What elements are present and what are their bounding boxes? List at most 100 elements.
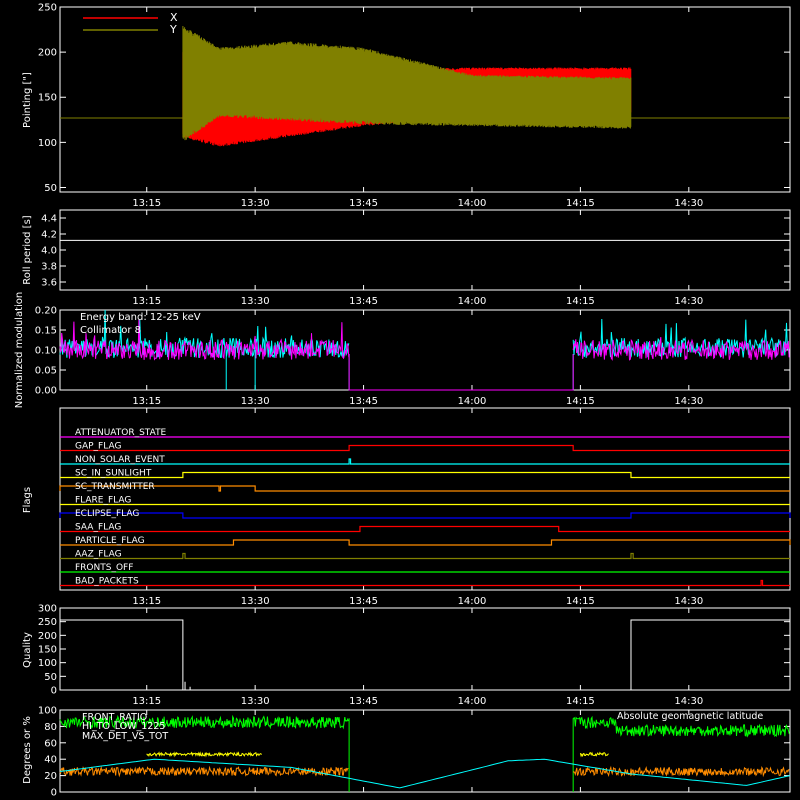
panel-roll_period: Roll period [s] 13:15 13:30 13:45 14:00 14:15… xyxy=(22,209,791,307)
y-axis-label: Quality xyxy=(22,632,33,668)
y-tick-label: 60 xyxy=(44,738,57,749)
panel-ratios: Degrees or % 0 20 40 60 80 100 xyxy=(22,706,791,799)
flag-label-sc-in-sunlight: SC_IN_SUNLIGHT xyxy=(75,469,152,479)
y-tick-label: 4.4 xyxy=(41,214,57,225)
series-y-pointing xyxy=(182,26,632,141)
x-tick-label: 13:15 xyxy=(132,296,161,307)
y-tick-label: 0.20 xyxy=(35,306,57,317)
y-tick-label: 150 xyxy=(38,93,57,104)
y-axis-label: Roll period [s] xyxy=(22,215,33,284)
y-tick-label: 250 xyxy=(38,3,57,14)
y-tick-label: 0 xyxy=(51,686,57,697)
flag-line-bad-packets xyxy=(60,579,790,587)
legend-label-x: X xyxy=(170,11,178,24)
y-tick-label: 100 xyxy=(38,658,57,669)
y-tick-label: 20 xyxy=(44,771,57,782)
y-tick-label: 80 xyxy=(44,722,57,733)
annotation-collimator: Collimator 8 xyxy=(80,325,141,336)
flag-line-non-solar-event xyxy=(60,458,790,465)
quality-spike xyxy=(184,681,191,690)
y-tick-label: 3.8 xyxy=(41,262,57,273)
x-tick-label: 13:30 xyxy=(241,596,270,607)
flag-label-saa-flag: SAA_FLAG xyxy=(75,523,121,533)
y-tick-label: 100 xyxy=(38,138,57,149)
panel-frame xyxy=(59,209,791,291)
panel-frame xyxy=(59,407,791,591)
x-tick-label: 14:15 xyxy=(566,696,595,707)
quality-line xyxy=(60,619,790,691)
x-tick-label: 13:15 xyxy=(132,696,161,707)
flag-line-gap-flag xyxy=(60,444,790,452)
modulation-series-1 xyxy=(59,319,790,391)
ratio-legend-front-ratio: FRONT_RATIO xyxy=(82,712,147,723)
x-tick-label: 13:30 xyxy=(241,396,270,407)
flag-label-aaz-flag: AAZ_FLAG xyxy=(75,550,122,560)
x-tick-label: 14:00 xyxy=(458,198,487,209)
x-tick-label: 13:30 xyxy=(241,198,270,209)
x-tick-label: 14:15 xyxy=(566,396,595,407)
y-tick-label: 250 xyxy=(38,617,57,628)
ratio-series-front-ratio xyxy=(59,714,790,792)
x-tick-label: 14:30 xyxy=(674,396,703,407)
x-tick-label: 14:00 xyxy=(458,696,487,707)
x-tick-label: 14:00 xyxy=(458,396,487,407)
flag-line-eclipse-flag xyxy=(59,512,791,519)
y-tick-label: 0 xyxy=(51,788,57,799)
ratio-legend-absolute-geomagnetic-latitude: Absolute geomagnetic latitude xyxy=(617,711,763,722)
flag-line-aaz-flag xyxy=(60,552,790,560)
panel-frame xyxy=(59,709,791,793)
y-tick-label: 200 xyxy=(38,48,57,59)
flag-line-sc-in-sunlight xyxy=(60,471,790,479)
x-tick-label: 13:30 xyxy=(241,696,270,707)
x-tick-label: 13:45 xyxy=(349,396,378,407)
ratio-series-max-det-vs-tot xyxy=(59,765,790,778)
panel-flags: Flags 13:15 13:30 13:45 14:00 14:15 14:30 xyxy=(22,407,791,607)
y-tick-label: 0.00 xyxy=(35,386,57,397)
ratio-series-hi-to-low-1225 xyxy=(146,751,609,758)
flag-label-non-solar-event: NON_SOLAR_EVENT xyxy=(75,455,165,465)
y-tick-label: 300 xyxy=(38,604,57,615)
y-tick-label: 40 xyxy=(44,755,57,766)
legend-label-y: Y xyxy=(169,23,177,36)
x-tick-label: 14:30 xyxy=(674,296,703,307)
y-tick-label: 3.6 xyxy=(41,278,57,289)
flag-line-sc-transmitter xyxy=(59,485,790,492)
flag-label-attenuator-state: ATTENUATOR_STATE xyxy=(75,428,167,438)
panel-pointing: Pointing ["] 13:15 13:30 13:45 14:00 14:15 14:… xyxy=(22,3,791,209)
flag-line-saa-flag xyxy=(60,525,790,533)
ratio-legend-hi-to-low-1225: HI_TO_LOW_1225 xyxy=(82,721,165,732)
flag-label-sc-transmitter: SC_TRANSMITTER xyxy=(75,482,155,492)
y-tick-label: 50 xyxy=(44,183,57,194)
y-tick-label: 0.15 xyxy=(35,326,57,337)
y-axis-label: Normalized modulation xyxy=(14,292,25,409)
x-tick-label: 14:00 xyxy=(458,296,487,307)
flag-label-eclipse-flag: ECLIPSE_FLAG xyxy=(75,509,139,519)
panel-frame xyxy=(59,6,791,193)
flag-label-particle-flag: PARTICLE_FLAG xyxy=(75,536,145,546)
flag-label-flare-flag: FLARE_FLAG xyxy=(75,496,131,506)
y-tick-label: 150 xyxy=(38,645,57,656)
ratio-series-absolute-geomagnetic-latitude xyxy=(59,758,791,789)
flag-label-fronts-off: FRONTS_OFF xyxy=(75,563,133,573)
flag-line-particle-flag xyxy=(60,539,791,546)
y-tick-label: 100 xyxy=(38,706,57,717)
x-tick-label: 13:45 xyxy=(349,198,378,209)
flag-label-bad-packets: BAD_PACKETS xyxy=(75,577,139,587)
flag-label-gap-flag: GAP_FLAG xyxy=(75,442,121,452)
x-tick-label: 14:30 xyxy=(674,596,703,607)
x-tick-label: 13:15 xyxy=(132,396,161,407)
x-tick-label: 14:15 xyxy=(566,296,595,307)
y-axis-label: Pointing ["] xyxy=(22,72,33,128)
x-tick-label: 13:45 xyxy=(349,296,378,307)
y-axis-label: Degrees or % xyxy=(22,716,33,784)
x-tick-label: 13:30 xyxy=(241,296,270,307)
x-tick-label: 13:15 xyxy=(132,596,161,607)
ratio-legend-max-det-vs-tot: MAX_DET_VS_TOT xyxy=(82,731,168,742)
x-tick-label: 13:45 xyxy=(349,696,378,707)
modulation-dropouts xyxy=(225,350,256,390)
y-axis-label: Flags xyxy=(22,487,33,513)
x-tick-label: 14:15 xyxy=(566,596,595,607)
x-tick-label: 13:15 xyxy=(132,198,161,209)
y-tick-label: 0.10 xyxy=(35,346,57,357)
